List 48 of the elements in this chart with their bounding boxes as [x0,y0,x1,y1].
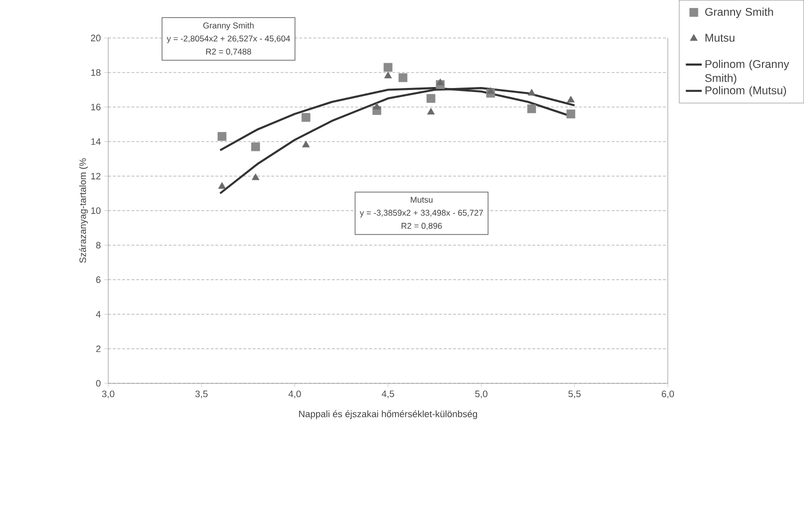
point [426,94,436,103]
y-axis-title: Szárazanyag-tartalom (% [79,158,88,263]
annotation: y = -3,3859x2 + 33,498x - 65,727 [360,210,483,218]
point [384,72,392,78]
point [566,110,576,118]
point [528,88,536,96]
x-tick-label: 4,5 [382,390,394,398]
annotation: Mutsu [410,196,432,203]
y-tick-label: 4 [96,311,101,318]
y-tick-label: 14 [91,138,101,145]
y-tick-label: 0 [96,380,101,387]
point [527,104,536,114]
x-tick-label: 5,5 [568,390,581,398]
y-tick-label: 8 [96,242,101,248]
point [251,142,260,152]
x-tick-label: 3,0 [102,390,114,398]
y-tick-label: 18 [91,69,101,76]
point [218,132,226,141]
point [373,102,381,110]
y-tick-label: 16 [91,104,101,110]
point [427,108,435,115]
annotation: y = -2,8054x2 + 26,527x - 45,604 [166,36,290,44]
point [302,140,310,148]
text: Granny Smith [203,22,254,30]
y-tick-label: 10 [91,207,101,214]
annotation: R2 = 0,896 [402,222,442,230]
x-tick-label: 4,0 [288,390,301,398]
legend-label: Mutsu [706,34,734,42]
y-tick-label: 2 [96,346,100,352]
legend-label: Polinom (Granny Smith) [705,60,790,84]
point [384,62,392,72]
y-tick-label: 12 [91,172,100,180]
point [567,96,575,102]
annotation: R2 = 0,7488 [206,48,252,56]
legend-label: Granny Smith [705,8,773,18]
x-tick-label: 3,5 [195,390,208,398]
y-tick-label: 20 [91,34,101,42]
point [218,182,226,189]
point [252,173,260,180]
point [398,73,408,82]
point [436,78,444,86]
x-axis-title: Nappali és éjszakai hőmérséklet-különbség [299,410,478,420]
y-tick-label: 6 [96,276,101,284]
point [486,87,494,94]
point [302,113,310,122]
x-tick-label: 5,0 [475,390,488,398]
x-tick-label: 6,0 [662,390,674,398]
legend-label: Polinom (Mutsu) [706,86,786,97]
